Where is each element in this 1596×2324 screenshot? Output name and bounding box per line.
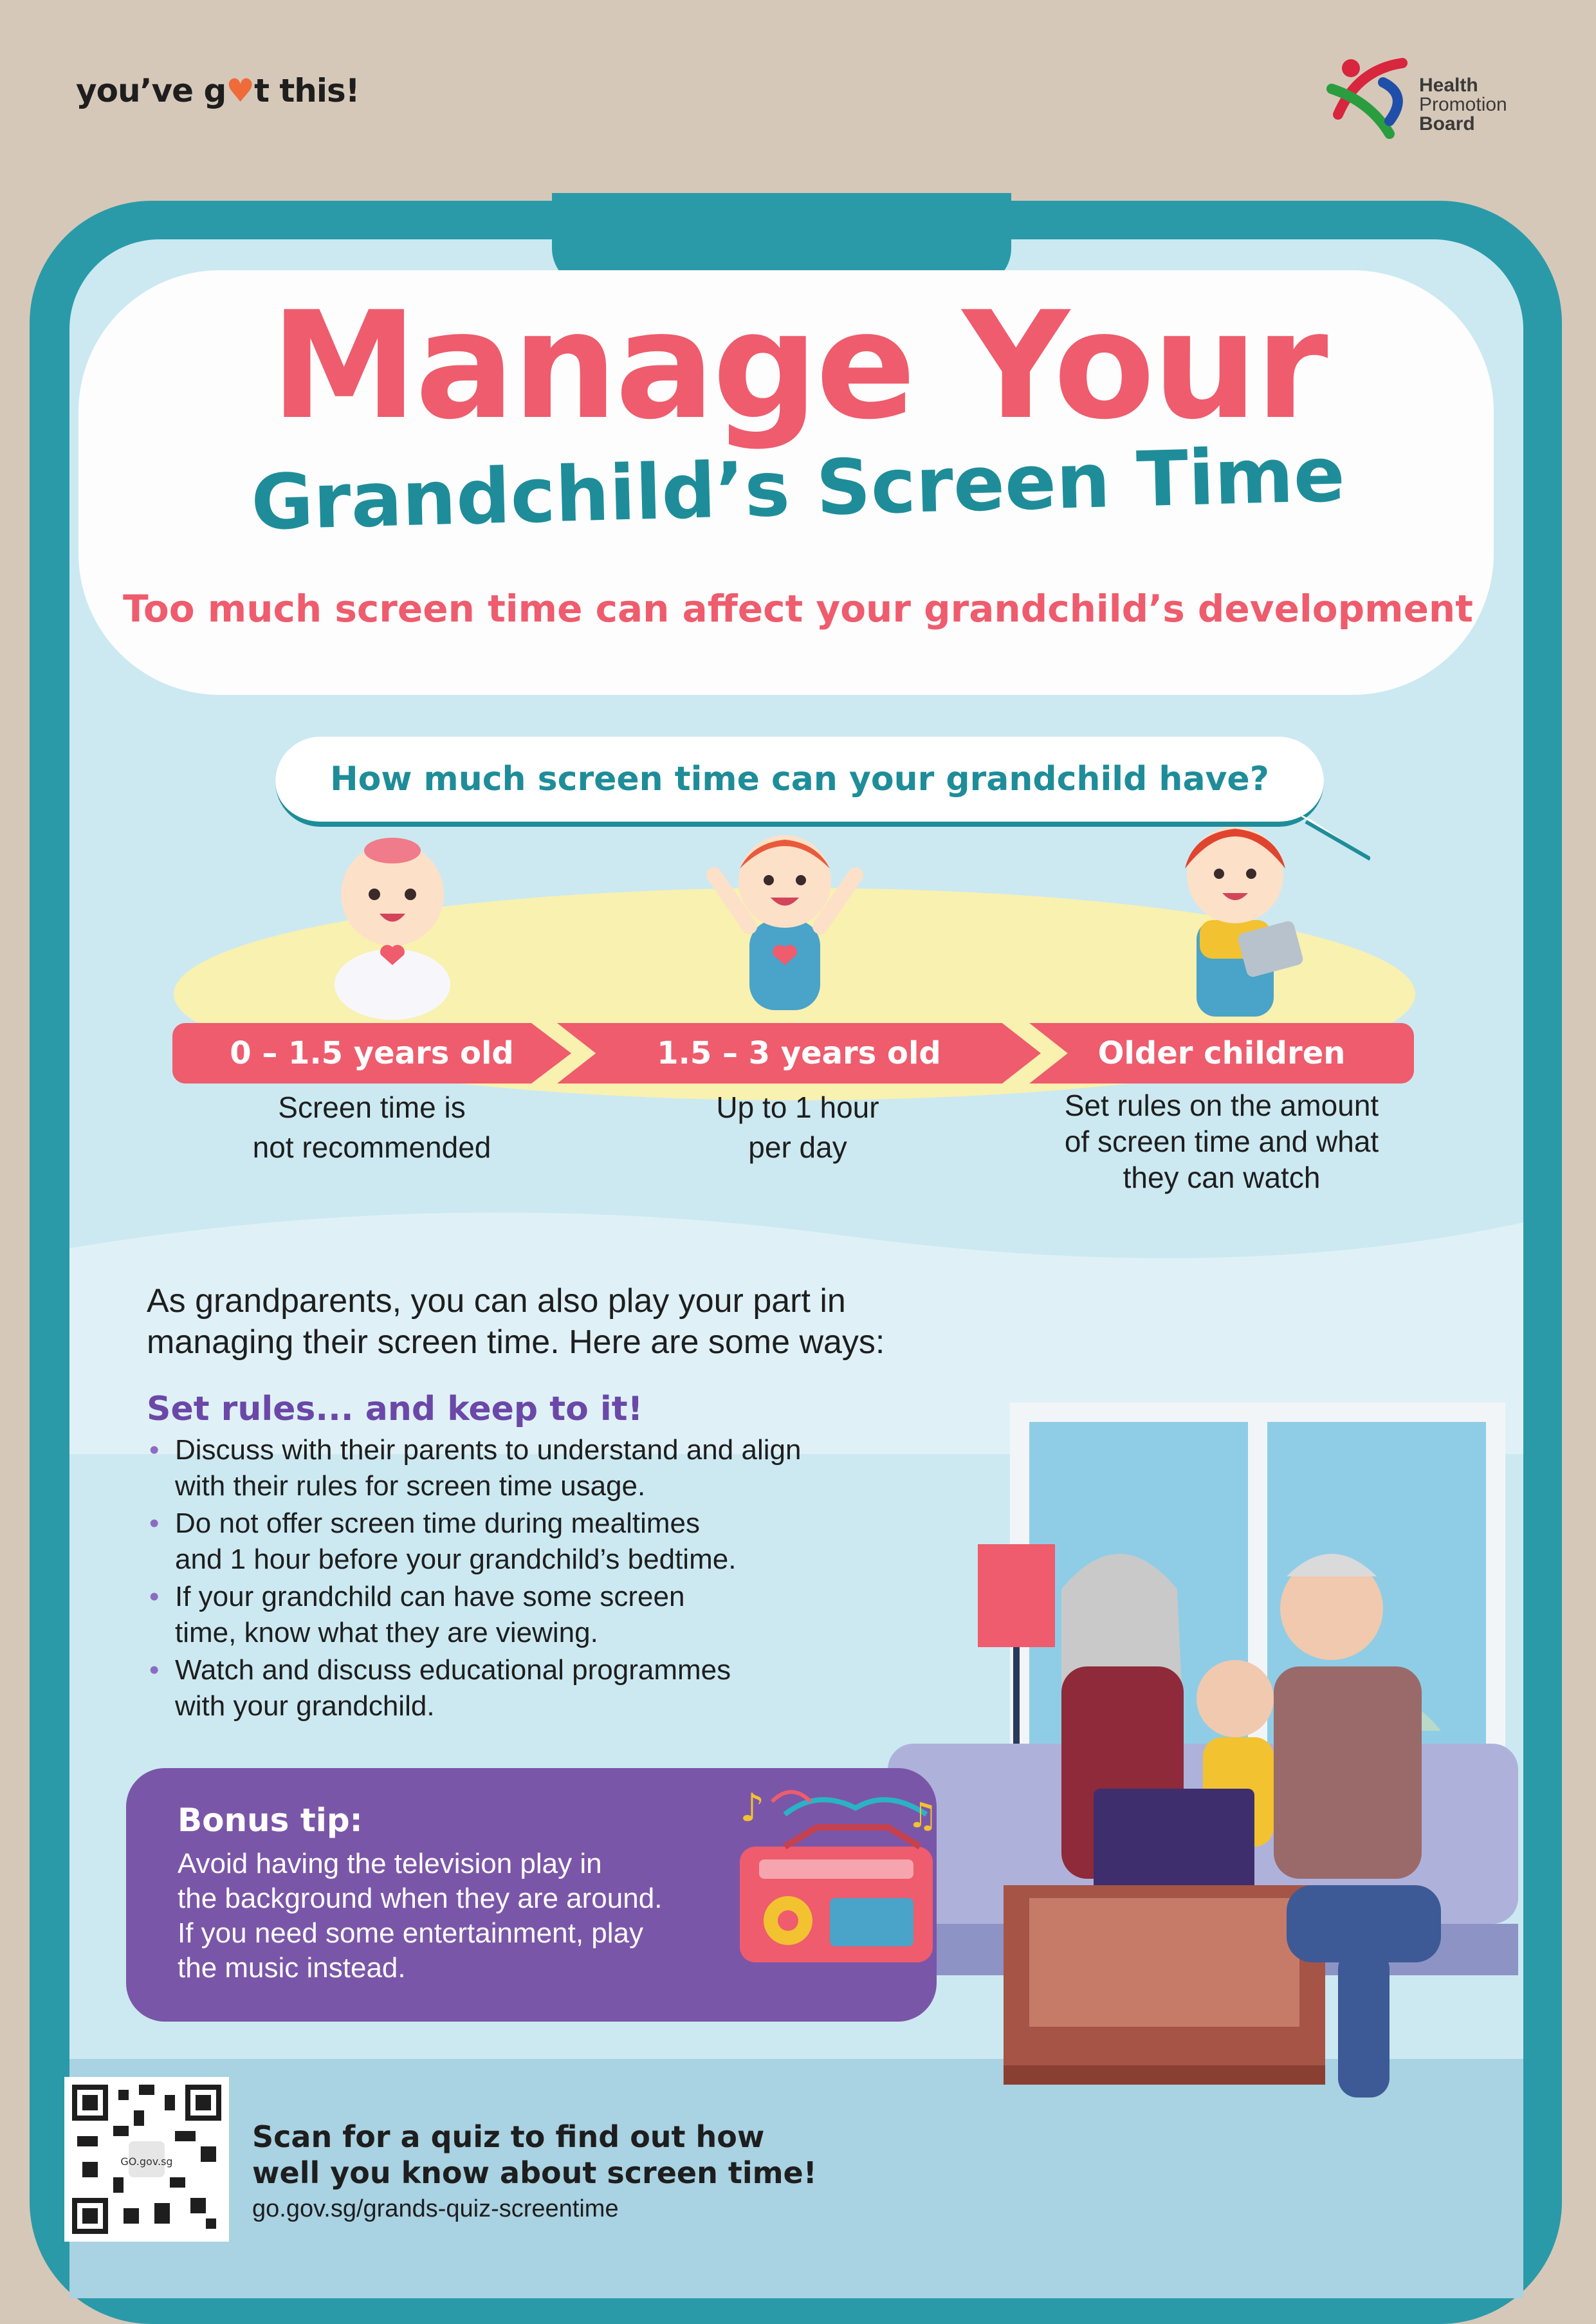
tagline: you’ve g♥t this! <box>76 72 360 109</box>
baby-illustration-icon <box>302 824 482 1023</box>
intro-line: managing their screen time. Here are som… <box>147 1322 983 1363</box>
toddler-illustration-icon <box>688 811 881 1023</box>
age-desc-toddler: Up to 1 hour per day <box>598 1087 997 1167</box>
page-title: Manage Your <box>0 293 1596 441</box>
age-desc-line: per day <box>598 1127 997 1167</box>
intro-text: As grandparents, you can also play your … <box>147 1280 983 1363</box>
tagline-text-start: you’ve g <box>76 72 226 109</box>
child-with-tablet-illustration-icon <box>1139 798 1332 1023</box>
logo-line-2: Promotion <box>1419 95 1507 115</box>
age-desc-line: of screen time and what <box>1029 1123 1414 1159</box>
age-band-infant: 0 – 1.5 years old <box>172 1023 571 1084</box>
tagline-development: Too much screen time can affect your gra… <box>0 587 1596 631</box>
age-desc-older: Set rules on the amount of screen time a… <box>1029 1087 1414 1195</box>
question-text: How much screen time can your grandchild… <box>330 760 1269 798</box>
heart-icon: ♥ <box>226 72 254 109</box>
age-band-toddler: 1.5 – 3 years old <box>557 1023 1041 1084</box>
radio-icon: ♪ ♫ <box>714 1776 959 1975</box>
bonus-tip-line: Avoid having the television play in <box>178 1847 705 1881</box>
logo-line-3: Board <box>1419 115 1507 134</box>
age-desc-infant: Screen time is not recommended <box>172 1087 571 1167</box>
intro-line: As grandparents, you can also play your … <box>147 1280 983 1322</box>
age-desc-line: Set rules on the amount <box>1029 1087 1414 1123</box>
svg-text:♪: ♪ <box>740 1785 764 1831</box>
tagline-text-end: t this! <box>254 72 360 109</box>
logo-line-1: Health <box>1419 76 1507 95</box>
age-band-older: Older children <box>1029 1023 1414 1084</box>
footer-quiz-line-2: well you know about screen time! <box>252 2155 817 2190</box>
age-desc-line: they can watch <box>1029 1159 1414 1195</box>
qr-center-label: GO.gov.sg <box>120 2155 172 2168</box>
hpb-logo-text: Health Promotion Board <box>1419 76 1507 134</box>
svg-text:♫: ♫ <box>907 1795 938 1836</box>
age-desc-line: Up to 1 hour <box>598 1087 997 1127</box>
bonus-tip-line: the background when they are around. <box>178 1881 705 1916</box>
age-desc-line: not recommended <box>172 1127 571 1167</box>
age-desc-line: Screen time is <box>172 1087 571 1127</box>
bonus-tip-heading: Bonus tip: <box>178 1802 363 1839</box>
bonus-tip-line: If you need some entertainment, play <box>178 1916 705 1951</box>
bonus-tip-body: Avoid having the television play in the … <box>178 1847 705 1986</box>
rules-heading: Set rules... and keep to it! <box>147 1390 643 1428</box>
bonus-tip-line: the music instead. <box>178 1951 705 1986</box>
footer-quiz-link[interactable]: go.gov.sg/grands-quiz-screentime <box>252 2195 619 2223</box>
qr-code-icon[interactable]: GO.gov.sg <box>72 2085 221 2234</box>
footer-quiz-line-1: Scan for a quiz to find out how <box>252 2119 764 2154</box>
